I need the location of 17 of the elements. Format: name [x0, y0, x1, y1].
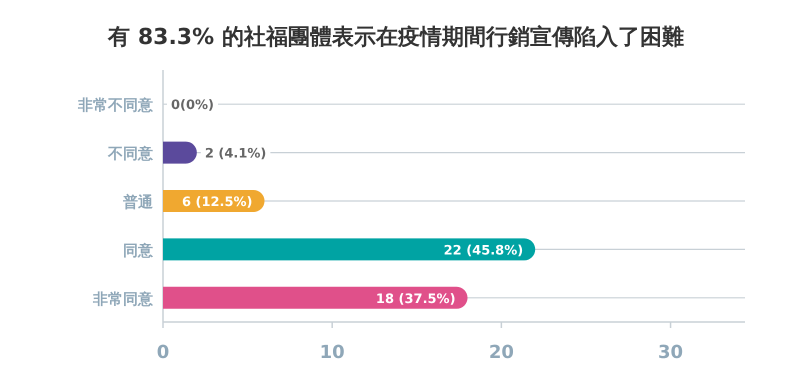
y-tick-label: 同意 — [123, 241, 154, 260]
data-label: 18 (37.5%) — [376, 292, 456, 307]
data-label: 6 (12.5%) — [182, 195, 253, 210]
x-tick-label: 30 — [658, 342, 684, 363]
data-label: 2 (4.1%) — [204, 146, 266, 162]
y-tick-label: 非常同意 — [92, 290, 154, 308]
x-tick-label: 0 — [156, 342, 170, 363]
y-tick-label: 非常不同意 — [77, 96, 154, 114]
x-tick-label: 10 — [320, 342, 345, 363]
bar — [163, 238, 536, 260]
data-label: 0(0%) — [171, 98, 214, 114]
y-tick-label: 不同意 — [107, 144, 154, 163]
bar — [163, 286, 468, 309]
x-tick-label: 20 — [488, 342, 514, 363]
y-tick-label: 普通 — [122, 193, 154, 211]
chart-title: 有 83.3% 的社福團體表示在疫情期間行銷宣傳陷入了困難 — [107, 24, 684, 50]
data-label: 22 (45.8%) — [444, 243, 524, 258]
